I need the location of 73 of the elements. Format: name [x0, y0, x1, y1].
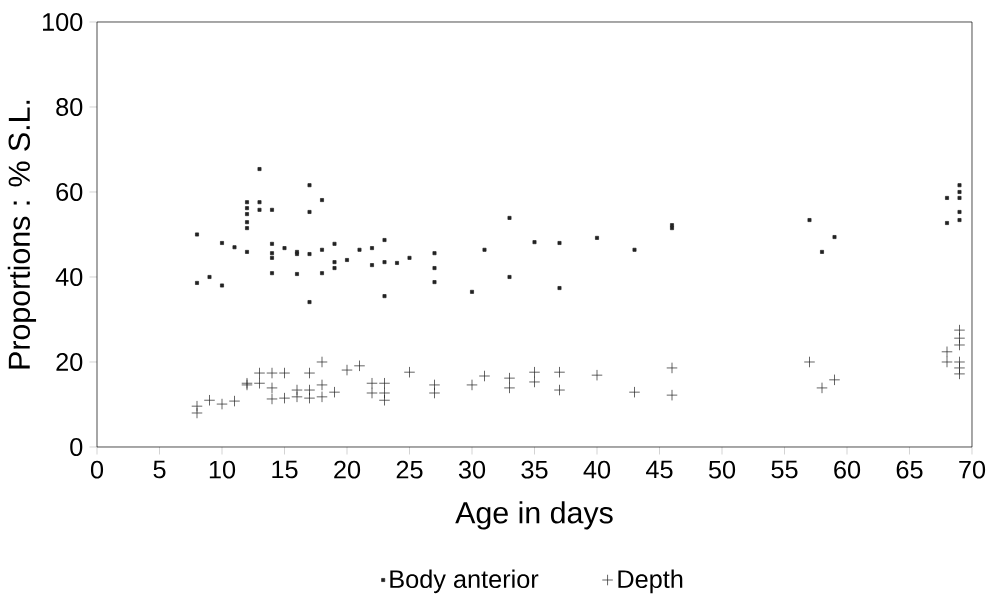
point: [316, 391, 328, 403]
point: [266, 382, 278, 394]
point: [203, 394, 216, 406]
x-tick-label: 20: [334, 460, 361, 479]
point: [553, 366, 566, 378]
point: [278, 367, 291, 379]
point: [216, 398, 228, 410]
point: [303, 367, 316, 379]
point: [828, 374, 841, 386]
point: [953, 368, 966, 380]
point: [428, 379, 441, 391]
point: [803, 356, 816, 368]
point: [303, 384, 316, 396]
point: [628, 386, 641, 398]
x-tick-label: 15: [272, 460, 298, 479]
x-tick-label: 30: [458, 460, 486, 479]
point: [403, 366, 416, 378]
point: [816, 382, 828, 394]
point: [266, 367, 278, 379]
point: [291, 391, 303, 403]
y-tick-label: 60: [56, 183, 83, 201]
y-axis-title: Proportions : % S.L.: [7, 100, 37, 369]
point: [378, 394, 391, 406]
x-tick-label: 0: [90, 460, 104, 479]
point: [553, 384, 566, 396]
point: [316, 379, 328, 391]
point: [466, 379, 478, 391]
point: [941, 356, 953, 368]
point: [503, 372, 516, 384]
x-tick-label: 5: [153, 460, 166, 479]
point: [503, 382, 516, 394]
point: [941, 346, 953, 358]
point: [528, 376, 541, 388]
point: [228, 395, 241, 407]
point: [591, 369, 603, 381]
point: [253, 367, 266, 379]
y-tick-label: 40: [55, 268, 83, 286]
x-tick-label: 50: [708, 460, 736, 479]
point: [366, 387, 378, 399]
x-tick-label: 55: [771, 460, 798, 479]
point: [191, 407, 203, 419]
point: [666, 362, 678, 374]
x-tick-label: 70: [959, 460, 986, 479]
x-tick-label: 10: [209, 460, 236, 479]
point: [953, 324, 966, 336]
point: [378, 377, 391, 389]
legend-label: Depth: [618, 569, 683, 594]
point: [478, 370, 491, 382]
point: [666, 389, 678, 401]
point: [266, 393, 278, 405]
x-tick-label: 45: [646, 460, 673, 479]
x-tick-label: 40: [583, 460, 611, 479]
point: [253, 377, 266, 389]
point: [428, 387, 441, 399]
y-tick-label: 100: [43, 13, 83, 31]
x-tick-label: 35: [521, 460, 548, 479]
x-tick-label: 60: [834, 460, 861, 479]
y-tick-label: 20: [56, 353, 83, 371]
y-tick-label: 0: [70, 438, 83, 456]
point: [353, 360, 366, 372]
x-tick-label: 25: [396, 460, 423, 479]
point: [328, 386, 341, 398]
x-axis-title: Age in days: [455, 501, 613, 530]
point: [366, 377, 378, 389]
point: [303, 392, 316, 404]
legend-label: Body anterior: [390, 569, 539, 594]
point: [341, 364, 353, 376]
point: [528, 366, 541, 378]
x-tick-label: 65: [896, 460, 923, 479]
point: [316, 356, 328, 368]
point: [278, 392, 291, 404]
y-tick-label: 80: [56, 98, 83, 116]
point: [953, 339, 966, 351]
